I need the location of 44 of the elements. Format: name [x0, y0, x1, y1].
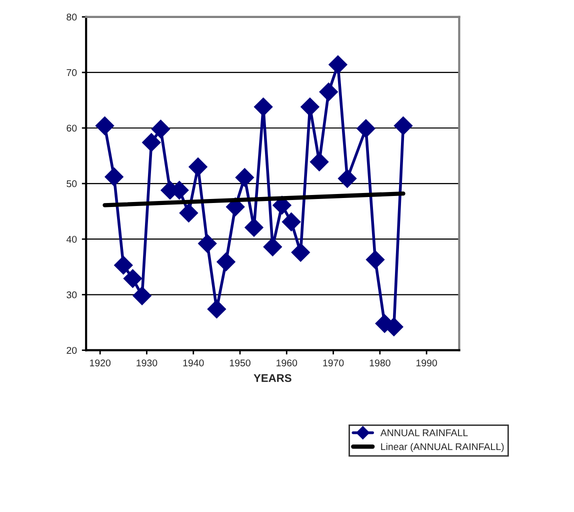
point — [198, 234, 217, 253]
point — [216, 252, 236, 272]
point — [254, 98, 273, 116]
point — [132, 286, 152, 306]
x-tick-label: 1980 — [370, 359, 390, 366]
x-tick-label: 1950 — [230, 359, 250, 366]
point — [300, 98, 320, 116]
y-tick-label: 50 — [66, 180, 77, 188]
legend-label: Linear (ANNUAL RAINFALL) — [381, 442, 504, 452]
point — [366, 250, 385, 270]
point — [179, 204, 198, 222]
point — [104, 168, 124, 186]
x-tick-label: 1940 — [183, 359, 204, 366]
x-axis-title: YEARS — [254, 374, 292, 382]
point — [282, 212, 301, 232]
x-tick-label: 1960 — [276, 359, 298, 366]
point — [291, 243, 310, 262]
point — [114, 256, 133, 275]
y-tick-label: 60 — [66, 124, 77, 132]
point — [338, 169, 357, 188]
point — [310, 152, 329, 172]
x-tick-label: 1920 — [90, 359, 111, 366]
y-tick-label: 40 — [66, 236, 77, 243]
y-tick-label: 70 — [66, 69, 77, 76]
x-tick-label: 1930 — [136, 359, 158, 366]
point — [235, 168, 254, 187]
x-tick-label: 1970 — [323, 359, 344, 366]
y-tick-label: 30 — [66, 291, 77, 298]
point — [328, 55, 348, 74]
y-tick-label: 80 — [66, 14, 77, 21]
x-tick-label: 1990 — [416, 359, 437, 366]
point — [142, 133, 161, 152]
point — [123, 269, 142, 288]
point — [188, 158, 208, 176]
point — [151, 120, 170, 138]
point — [394, 116, 413, 136]
point — [356, 119, 376, 138]
legend-label: ANNUAL RAINFALL — [380, 429, 468, 436]
point — [95, 116, 114, 136]
point — [263, 238, 282, 256]
point — [319, 82, 338, 102]
y-tick-label: 20 — [66, 346, 77, 354]
point — [207, 300, 226, 318]
point — [244, 218, 264, 237]
